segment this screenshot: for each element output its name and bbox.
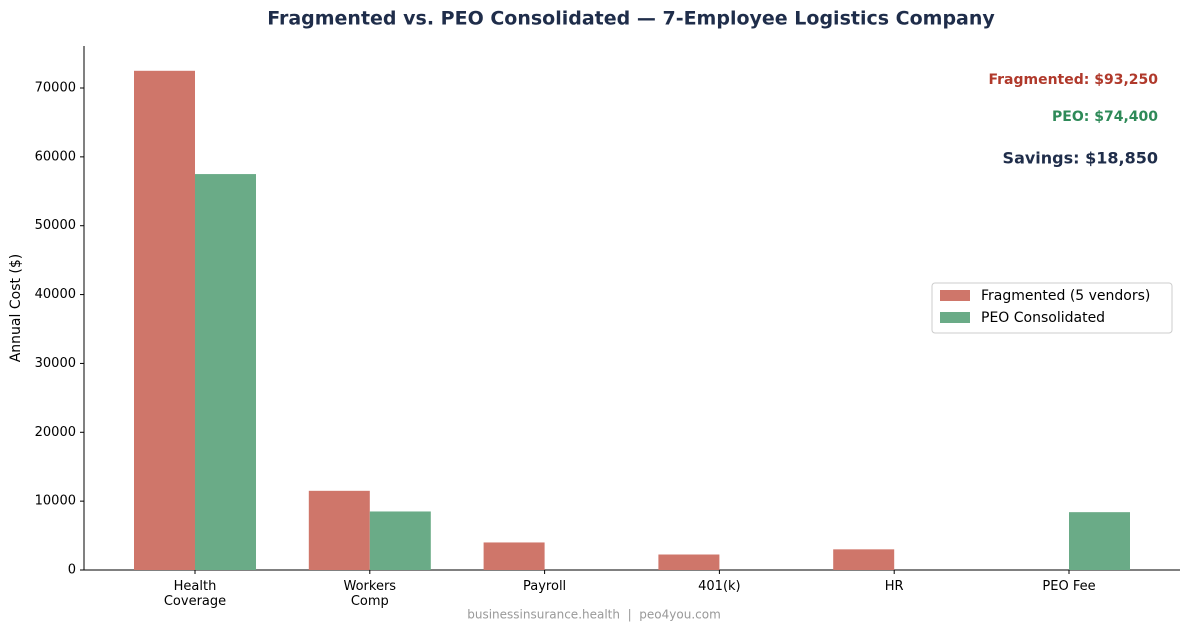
bar (369, 511, 431, 570)
legend-label: PEO Consolidated (981, 310, 1105, 326)
x-tick-label: Payroll (523, 579, 567, 594)
footer: businessinsurance.health | peo4you.com (467, 608, 721, 622)
legend-swatch (940, 312, 970, 323)
bar (483, 542, 545, 570)
legend-swatch (940, 290, 970, 301)
x-tick-label: Workers Comp (343, 579, 397, 609)
y-tick-label: 0 (68, 563, 76, 578)
bar (134, 70, 195, 570)
bar (1069, 512, 1130, 570)
x-tick-label: HR (884, 579, 904, 594)
y-tick-label: 50000 (35, 218, 76, 233)
legend-box (931, 282, 1173, 334)
bar (308, 490, 370, 570)
annotation: PEO: $74,400 (1052, 109, 1158, 125)
y-tick-label: 10000 (35, 494, 76, 509)
chart-title: Fragmented vs. PEO Consolidated — 7-Empl… (267, 8, 995, 30)
y-tick-label: 30000 (35, 356, 76, 371)
x-tick-label: Health Coverage (163, 579, 227, 609)
bar (833, 549, 895, 570)
y-tick-label: 60000 (35, 149, 76, 164)
y-tick-label: 70000 (35, 81, 76, 96)
y-tick-label: 20000 (35, 425, 76, 440)
bar (658, 554, 720, 570)
x-tick-label: 401(k) (698, 579, 741, 594)
y-axis-label: Annual Cost ($) (8, 254, 24, 363)
annotation: Savings: $18,850 (1003, 149, 1158, 168)
bar (195, 174, 256, 570)
x-tick-label: PEO Fee (1042, 579, 1096, 594)
legend-label: Fragmented (5 vendors) (981, 288, 1150, 304)
y-tick-label: 40000 (35, 287, 76, 302)
annotation: Fragmented: $93,250 (988, 72, 1158, 88)
